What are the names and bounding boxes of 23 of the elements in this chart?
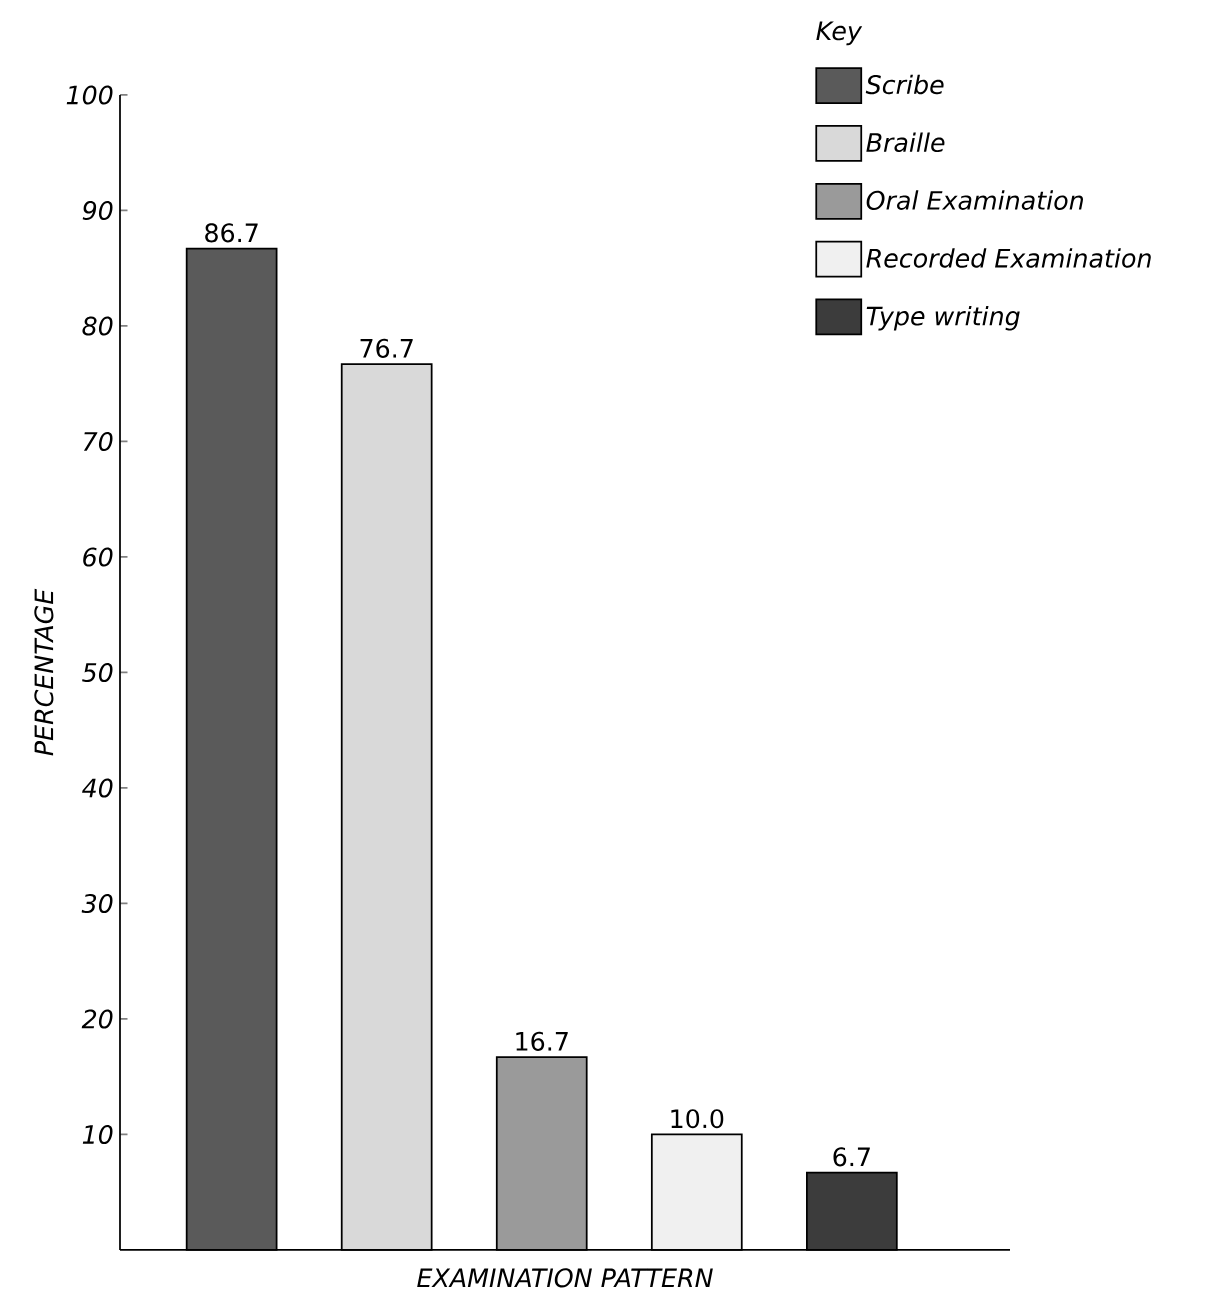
data-label: 10.0 xyxy=(671,1109,724,1129)
data-label: 6.7 xyxy=(833,1147,870,1167)
legend-label: Type writing xyxy=(866,306,1020,331)
legend-label: Oral Examination xyxy=(866,190,1084,210)
legend-label: Scribe xyxy=(865,74,944,95)
x-axis-title: EXAMINATION PATTERN xyxy=(417,1268,713,1288)
y-tick-label: 10 xyxy=(82,1124,113,1145)
legend-label: Braille xyxy=(866,132,945,153)
y-tick-label: 30 xyxy=(81,893,113,914)
y-tick-label: 60 xyxy=(83,547,113,567)
y-tick-label: 80 xyxy=(82,316,113,336)
data-label: 16.7 xyxy=(516,1031,568,1051)
y-tick-label: 20 xyxy=(81,1009,113,1029)
legend-label: Recorded Examination xyxy=(866,248,1151,268)
y-tick-label: 50 xyxy=(82,662,113,683)
data-label: 76.7 xyxy=(360,338,413,358)
y-tick-label: 70 xyxy=(83,431,113,452)
legend-title: Key xyxy=(816,21,863,46)
y-tick-label: 100 xyxy=(66,85,113,105)
y-tick-label: 90 xyxy=(82,200,113,221)
data-label: 86.7 xyxy=(205,223,258,243)
y-axis-title: PERCENTAGE xyxy=(34,588,54,756)
y-tick-label: 40 xyxy=(82,778,113,798)
